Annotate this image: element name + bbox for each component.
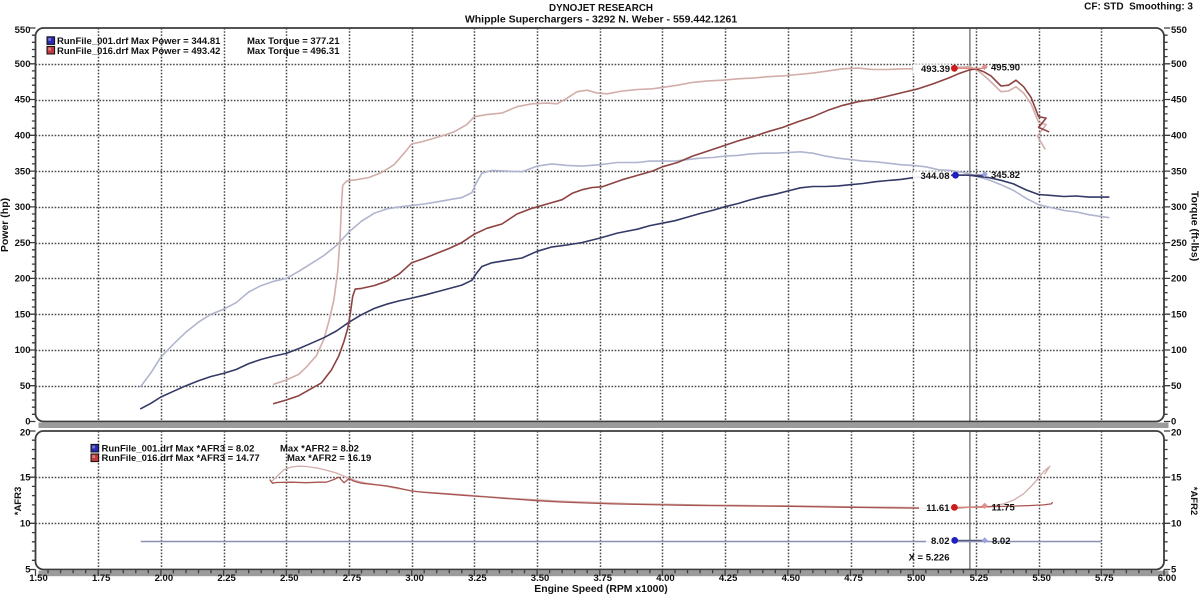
svg-text:11.61: 11.61 [926,503,950,514]
svg-text:400: 400 [15,131,31,142]
svg-text:2.75: 2.75 [343,573,362,584]
svg-text:5.50: 5.50 [1032,573,1051,584]
svg-text:Whipple Superchargers - 3292 N: Whipple Superchargers - 3292 N. Weber - … [465,14,738,26]
svg-text:344.08: 344.08 [920,171,949,182]
svg-text:0: 0 [1171,417,1176,428]
svg-text:20: 20 [1171,428,1182,439]
svg-text:350: 350 [15,166,31,177]
svg-text:200: 200 [15,274,31,285]
svg-text:100: 100 [1171,345,1187,356]
svg-text:Max Torque = 496.31: Max Torque = 496.31 [247,46,340,57]
svg-text:*AFR3: *AFR3 [13,487,24,516]
svg-text:10: 10 [1171,519,1182,530]
svg-text:5.25: 5.25 [970,573,989,584]
svg-text:550: 550 [15,25,31,36]
svg-text:2.25: 2.25 [217,573,236,584]
svg-text:2.50: 2.50 [280,573,299,584]
svg-text:X = 5.226: X = 5.226 [909,553,950,564]
svg-text:200: 200 [1171,274,1187,285]
svg-text:CF: STD Smoothing: 3: CF: STD Smoothing: 3 [1084,2,1193,13]
svg-text:Max *AFR2 = 16.19: Max *AFR2 = 16.19 [287,453,371,464]
svg-text:8.02: 8.02 [931,536,950,547]
svg-text:4.75: 4.75 [844,573,863,584]
svg-text:5.75: 5.75 [1095,573,1114,584]
svg-text:500: 500 [15,59,31,70]
svg-text:3.50: 3.50 [531,573,550,584]
svg-text:1.75: 1.75 [92,573,111,584]
svg-text:500: 500 [1171,59,1187,70]
svg-text:300: 300 [1171,202,1187,213]
svg-text:50: 50 [1171,381,1182,392]
svg-text:4.00: 4.00 [656,573,675,584]
svg-text:450: 450 [1171,95,1187,106]
svg-text:250: 250 [1171,238,1187,249]
svg-text:493.39: 493.39 [921,64,950,75]
svg-text:150: 150 [15,309,31,320]
svg-text:3.25: 3.25 [468,573,487,584]
svg-text:10: 10 [20,519,31,530]
svg-text:*AFR2: *AFR2 [1188,487,1199,516]
svg-text:2.00: 2.00 [155,573,174,584]
svg-text:495.90: 495.90 [991,62,1020,73]
svg-text:Engine Speed (RPM x1000): Engine Speed (RPM x1000) [534,584,667,594]
svg-text:450: 450 [15,95,31,106]
svg-text:RunFile_016.drf Max *AFR3 = 14: RunFile_016.drf Max *AFR3 = 14.77 [102,453,260,464]
svg-text:20: 20 [20,428,31,439]
svg-text:300: 300 [15,202,31,213]
svg-text:0: 0 [25,417,30,428]
svg-text:1.50: 1.50 [29,573,48,584]
svg-text:150: 150 [1171,309,1187,320]
svg-text:250: 250 [15,238,31,249]
svg-text:345.82: 345.82 [991,170,1020,181]
svg-text:50: 50 [20,381,31,392]
svg-text:Torque (ft-lbs): Torque (ft-lbs) [1189,191,1200,261]
svg-text:RunFile_016.drf Max Power = 49: RunFile_016.drf Max Power = 493.42 [57,46,220,57]
svg-text:DYNOJET RESEARCH: DYNOJET RESEARCH [549,3,653,14]
svg-text:550: 550 [1171,25,1187,36]
svg-text:8.02: 8.02 [992,536,1011,547]
svg-text:15: 15 [20,472,31,483]
svg-text:5.00: 5.00 [907,573,926,584]
svg-text:Power (hp): Power (hp) [0,198,11,252]
svg-text:4.25: 4.25 [719,573,738,584]
svg-text:15: 15 [1171,472,1182,483]
svg-text:6.00: 6.00 [1158,573,1177,584]
svg-text:3.00: 3.00 [405,573,424,584]
svg-text:100: 100 [15,345,31,356]
svg-text:11.75: 11.75 [992,503,1016,514]
svg-text:350: 350 [1171,166,1187,177]
svg-text:4.50: 4.50 [782,573,801,584]
svg-text:400: 400 [1171,131,1187,142]
svg-text:3.75: 3.75 [594,573,613,584]
